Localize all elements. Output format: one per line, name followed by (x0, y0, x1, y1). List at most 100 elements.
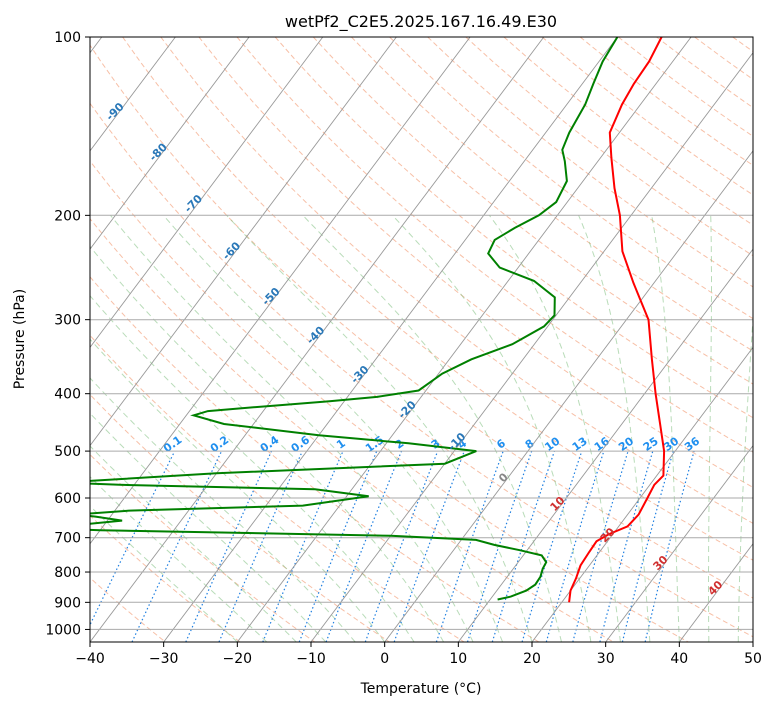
x-tick-label: 20 (523, 651, 541, 667)
y-tick-label: 600 (54, 491, 81, 507)
y-tick-label: 100 (54, 30, 81, 46)
moist-adiabat (737, 312, 753, 642)
isotherm-label-warm: 20 (598, 525, 618, 545)
mixing-ratio-line (521, 450, 583, 642)
x-tick-label: −20 (223, 651, 253, 667)
dry-adiabat (312, 37, 753, 385)
y-axis: 100 200 300 400 500 600 700 800 900 1000 (45, 30, 90, 638)
mixing-ratio-line (599, 450, 654, 642)
moist-adiabat (392, 214, 592, 642)
dry-adiabat (90, 44, 753, 599)
dry-adiabat (771, 37, 775, 642)
mixing-ratio-line (644, 450, 695, 642)
mixing-ratio-line (364, 450, 439, 642)
moist-adiabat (90, 245, 445, 642)
dry-adiabat (122, 37, 753, 561)
moist-adiabat (90, 505, 238, 642)
y-axis-label: Pressure (hPa) (12, 289, 28, 389)
moist-adiabat (90, 295, 415, 642)
isotherm-line (90, 37, 250, 250)
y-tick-label: 800 (54, 565, 81, 581)
isotherm-label: -20 (396, 398, 419, 421)
dry-adiabat (427, 37, 753, 288)
isotherm-label: -40 (304, 324, 327, 347)
isotherm-line (90, 37, 324, 349)
mixing-ratio-line (262, 450, 344, 642)
isotherm-label: -50 (259, 285, 282, 308)
mixing-ratio-label: 0.6 (289, 433, 313, 455)
moist-adiabat (578, 215, 651, 642)
isobars (90, 37, 753, 630)
mixing-ratio-line (298, 450, 378, 642)
isotherm-line (90, 37, 397, 447)
x-tick-label: 50 (744, 651, 762, 667)
chart-title: wetPf2_C2E5.2025.167.16.49.E30 (285, 12, 557, 32)
moist-adiabat (708, 215, 712, 642)
x-axis: −40 −30 −20 −10 0 10 20 30 40 50 (75, 642, 762, 667)
temperature-profile (568, 37, 666, 603)
mixing-ratio-line (90, 450, 176, 627)
dry-adiabat (198, 37, 753, 488)
mixing-ratio-label: 2 (393, 437, 407, 452)
isotherm-line (90, 37, 545, 642)
moist-adiabat (90, 377, 356, 642)
isotherm-line (605, 444, 753, 642)
y-tick-label: 400 (54, 387, 81, 403)
dry-adiabat (90, 514, 241, 642)
isotherm-line (752, 641, 753, 642)
profiles (90, 37, 666, 603)
moist-adiabat (90, 476, 268, 642)
mixing-ratio-line (218, 450, 303, 642)
moist-adiabat (90, 338, 386, 642)
isotherm-label-warm: 10 (548, 494, 568, 514)
x-tick-label: 30 (597, 651, 615, 667)
x-tick-label: 10 (449, 651, 467, 667)
mixing-ratio-label: 3 (429, 437, 443, 452)
y-tick-label: 500 (54, 444, 81, 460)
y-tick-label: 700 (54, 531, 81, 547)
mixing-ratio-line (393, 450, 465, 642)
mixing-ratio-line (185, 450, 273, 642)
mixing-ratio-label: 8 (523, 437, 537, 452)
mixing-ratio-line (545, 450, 605, 642)
dry-adiabat (90, 276, 540, 642)
x-axis-label: Temperature (°C) (360, 681, 482, 697)
isotherm-line (384, 150, 753, 642)
isotherm-line (236, 37, 692, 642)
dewpoint-profile (90, 37, 619, 601)
isotherm-label: -70 (182, 192, 205, 215)
moist-adiabat (651, 215, 680, 642)
moist-adiabat (163, 214, 503, 642)
isotherm-line (163, 37, 618, 642)
dry-adiabat (160, 37, 753, 524)
isotherm-label: -100 (58, 56, 87, 85)
dry-adiabat (90, 160, 689, 642)
dry-adiabat (389, 37, 753, 320)
moist-adiabat (488, 215, 621, 642)
y-tick-label: 300 (54, 313, 81, 329)
y-tick-label: 200 (54, 208, 81, 224)
y-tick-label: 900 (54, 595, 81, 611)
isotherm-label: -30 (348, 363, 371, 386)
isotherm-label: -60 (220, 239, 243, 262)
isotherm-line (90, 37, 176, 152)
mixing-ratio-line (491, 450, 555, 642)
x-tick-label: −30 (149, 651, 179, 667)
isotherm-line (457, 248, 753, 642)
moist-adiabat (226, 214, 533, 642)
y-tick-label: 1000 (45, 622, 81, 638)
isotherms (90, 37, 753, 642)
moist-adiabats (90, 214, 753, 642)
dry-adiabat (90, 217, 614, 642)
mixing-ratio-label: 1 (334, 437, 348, 452)
mixing-ratio-label: 0.2 (208, 433, 231, 455)
mixing-ratio-line (325, 450, 403, 642)
isotherm-label-warm: 30 (651, 553, 671, 573)
isotherm-line (90, 37, 471, 545)
x-tick-label: 40 (670, 651, 688, 667)
dry-adiabats (90, 37, 775, 642)
isotherm-label: -80 (147, 140, 170, 163)
x-tick-label: −10 (296, 651, 326, 667)
isotherm-line (531, 346, 753, 642)
